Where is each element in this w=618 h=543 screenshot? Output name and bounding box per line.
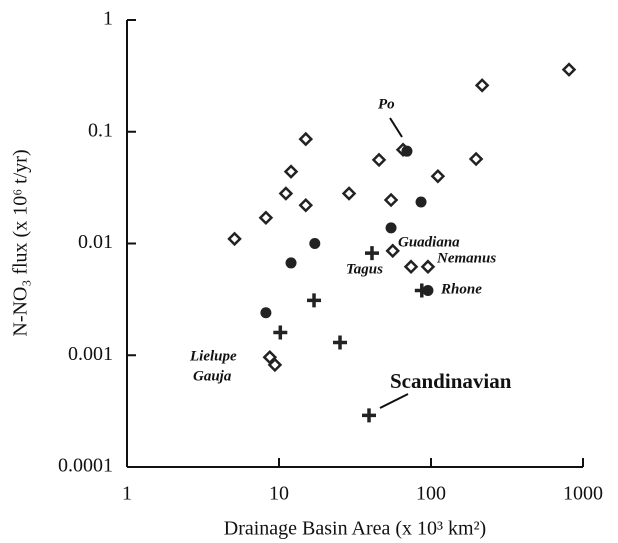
dot-point xyxy=(309,238,321,249)
diamond-point xyxy=(267,357,283,373)
diamond-point xyxy=(227,231,242,247)
y-tick-label: 0.0001 xyxy=(58,455,113,477)
y-axis-label: N-NO₃ flux (x 10⁶ t/yr) xyxy=(10,149,32,336)
diamond-point xyxy=(283,164,299,179)
diamond-point xyxy=(341,186,357,201)
annotation: Scandinavian xyxy=(390,369,512,393)
y-tick-label: 0.001 xyxy=(68,343,113,365)
x-tick-label: 1 xyxy=(122,483,132,505)
dot-point xyxy=(401,145,413,157)
diamond-point xyxy=(403,259,419,274)
x-tick-label: 1000 xyxy=(563,483,603,505)
annotation: Gauja xyxy=(193,368,232,384)
cross-point xyxy=(362,408,377,423)
diamond-point xyxy=(371,152,387,168)
leader-line xyxy=(389,117,403,138)
diamond-point xyxy=(385,243,400,259)
cross-point xyxy=(273,325,288,340)
x-axis-label: Drainage Basin Area (x 10³ km²) xyxy=(224,518,486,540)
dot-point xyxy=(260,307,272,319)
diamond-point xyxy=(258,210,274,226)
diamond-point xyxy=(474,78,490,93)
leader-line xyxy=(379,393,409,409)
dot-point xyxy=(285,257,297,269)
dot-point xyxy=(415,196,427,208)
cross-point xyxy=(333,335,348,350)
diamond-point xyxy=(278,186,294,201)
diamond-point xyxy=(383,192,399,208)
x-tick-label: 10 xyxy=(269,483,289,505)
annotation: Lielupe xyxy=(189,348,237,364)
diamond-point xyxy=(430,168,446,184)
cross-point xyxy=(364,246,379,261)
annotation: Nemanus xyxy=(436,250,496,266)
cross-point xyxy=(307,293,322,308)
dot-point xyxy=(385,222,397,234)
diamond-point xyxy=(298,131,314,147)
annotation: Tagus xyxy=(346,261,383,277)
y-tick-label: 0.1 xyxy=(88,119,113,141)
annotation: Po xyxy=(378,96,395,112)
diamond-point xyxy=(468,151,484,167)
diamond-point xyxy=(298,197,314,213)
y-tick-label: 0.01 xyxy=(78,231,113,253)
diamond-point xyxy=(420,259,436,274)
y-tick-label: 1 xyxy=(103,8,113,30)
x-tick-label: 100 xyxy=(416,483,446,505)
diamond-point xyxy=(561,62,577,77)
annotation: Rhone xyxy=(440,281,482,297)
cross-point xyxy=(414,283,429,298)
annotation: Guadiana xyxy=(398,234,460,250)
